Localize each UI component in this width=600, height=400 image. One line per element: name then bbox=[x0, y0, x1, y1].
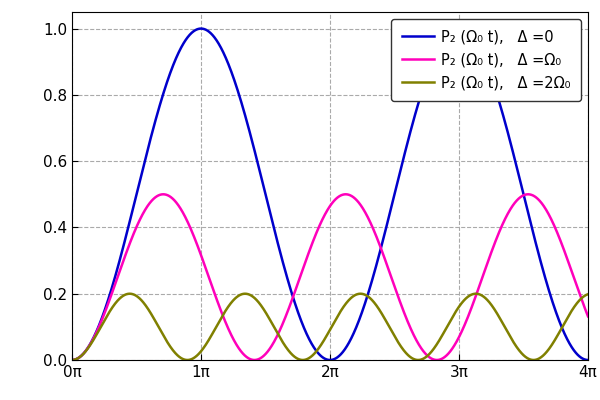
Line: P₂ (Ω₀ t),   Δ =Ω₀: P₂ (Ω₀ t), Δ =Ω₀ bbox=[72, 194, 588, 360]
P₂ (Ω₀ t),   Δ =Ω₀ bbox=[475, 287, 482, 292]
P₂ (Ω₀ t),   Δ =Ω₀ bbox=[319, 216, 326, 221]
P₂ (Ω₀ t),   Δ =2Ω₀ bbox=[569, 306, 577, 311]
P₂ (Ω₀ t),   Δ =2Ω₀ bbox=[95, 329, 102, 334]
P₂ (Ω₀ t),   Δ =Ω₀ bbox=[584, 314, 592, 319]
P₂ (Ω₀ t),   Δ =0 bbox=[475, 45, 482, 50]
P₂ (Ω₀ t),   Δ =0 bbox=[95, 325, 102, 330]
P₂ (Ω₀ t),   Δ =0 bbox=[306, 337, 313, 342]
P₂ (Ω₀ t),   Δ =0 bbox=[569, 347, 577, 352]
P₂ (Ω₀ t),   Δ =2Ω₀ bbox=[584, 292, 592, 297]
P₂ (Ω₀ t),   Δ =2Ω₀ bbox=[569, 306, 577, 311]
P₂ (Ω₀ t),   Δ =Ω₀ bbox=[524, 192, 532, 197]
P₂ (Ω₀ t),   Δ =2Ω₀ bbox=[475, 292, 482, 296]
P₂ (Ω₀ t),   Δ =0 bbox=[197, 26, 205, 31]
P₂ (Ω₀ t),   Δ =0 bbox=[320, 355, 327, 360]
P₂ (Ω₀ t),   Δ =Ω₀ bbox=[95, 326, 102, 331]
P₂ (Ω₀ t),   Δ =2Ω₀ bbox=[305, 356, 313, 360]
P₂ (Ω₀ t),   Δ =Ω₀ bbox=[569, 274, 577, 278]
P₂ (Ω₀ t),   Δ =2Ω₀ bbox=[319, 340, 326, 344]
P₂ (Ω₀ t),   Δ =0 bbox=[68, 358, 76, 362]
P₂ (Ω₀ t),   Δ =Ω₀ bbox=[305, 249, 313, 254]
Line: P₂ (Ω₀ t),   Δ =2Ω₀: P₂ (Ω₀ t), Δ =2Ω₀ bbox=[72, 294, 588, 360]
P₂ (Ω₀ t),   Δ =0 bbox=[569, 347, 577, 352]
P₂ (Ω₀ t),   Δ =Ω₀ bbox=[569, 273, 577, 278]
P₂ (Ω₀ t),   Δ =2Ω₀ bbox=[472, 291, 479, 296]
P₂ (Ω₀ t),   Δ =0 bbox=[584, 358, 592, 362]
Legend: P₂ (Ω₀ t),   Δ =0, P₂ (Ω₀ t),   Δ =Ω₀, P₂ (Ω₀ t),   Δ =2Ω₀: P₂ (Ω₀ t), Δ =0, P₂ (Ω₀ t), Δ =Ω₀, P₂ (Ω… bbox=[391, 19, 581, 101]
P₂ (Ω₀ t),   Δ =Ω₀ bbox=[68, 358, 76, 362]
P₂ (Ω₀ t),   Δ =2Ω₀ bbox=[68, 358, 76, 362]
Line: P₂ (Ω₀ t),   Δ =0: P₂ (Ω₀ t), Δ =0 bbox=[72, 28, 588, 360]
